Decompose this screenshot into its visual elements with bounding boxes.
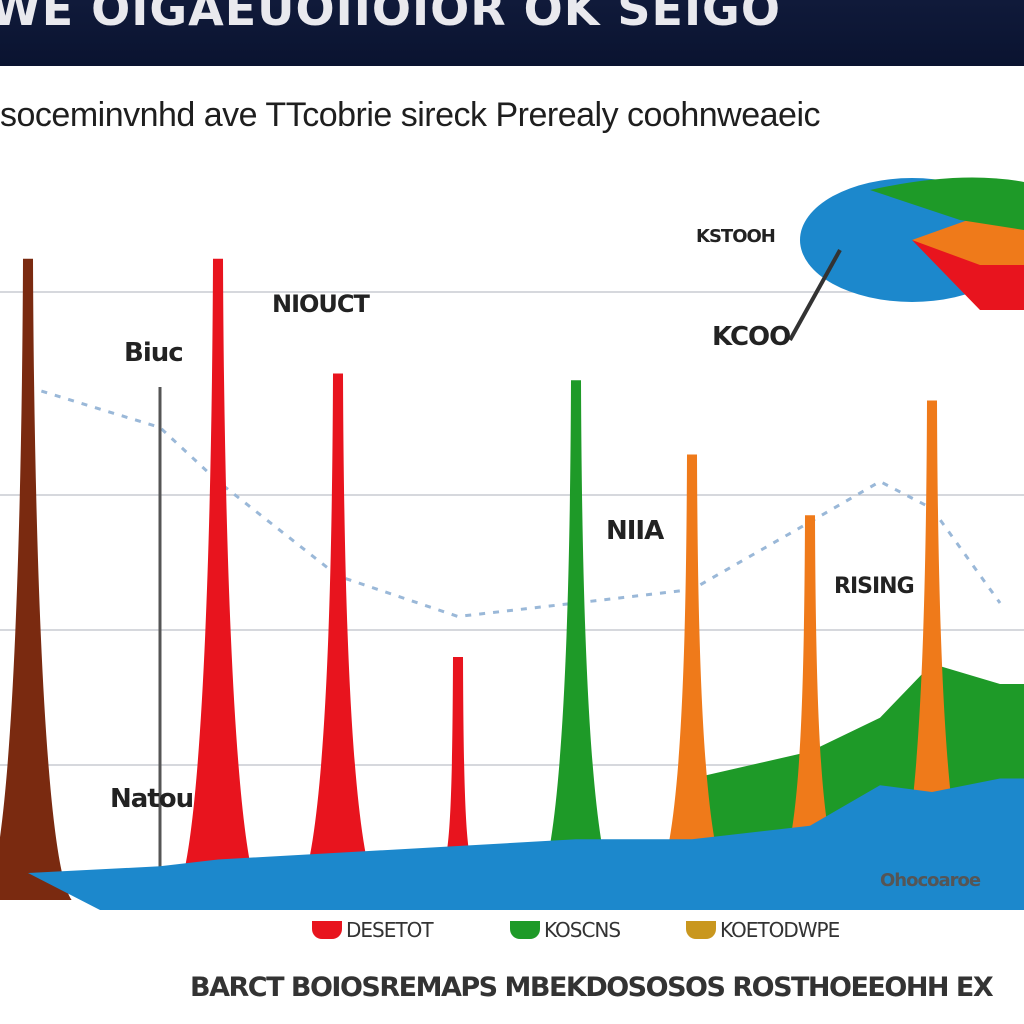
spike-3 [295, 373, 381, 900]
spike-7 [769, 515, 851, 900]
spike-6 [650, 454, 734, 900]
label-rising: RISING [834, 574, 915, 599]
label-kcoo: KCOO [712, 322, 791, 352]
legend-item-2: KOSCNS [510, 918, 621, 942]
spike-1 [0, 258, 72, 900]
spike-8 [890, 400, 974, 900]
legend-item-3: KOETODWPE [686, 918, 840, 942]
spike-2 [174, 258, 262, 900]
trend-line [27, 385, 1002, 619]
chart-subtitle: soceminvnhd ave TTcobrie sireck Prerealy… [0, 96, 821, 134]
chart-legend: DESETOT KOSCNS KOETODWPE [0, 918, 1024, 954]
footer-text: BARCT BOIOSREMAPS MBEKDOSOSOS ROSTHOEEOH… [190, 972, 994, 1003]
legend-item-1: DESETOT [312, 918, 434, 942]
label-ohocoaroe: Ohocoaroe [880, 870, 981, 891]
pie-pointer [788, 249, 842, 341]
top-banner: WE OIGAEUOIIOIOR OK SEIGO [0, 0, 1024, 66]
legend-swatch-3 [686, 921, 716, 939]
spike-5 [533, 380, 619, 900]
label-niouct: NIOUCT [272, 290, 370, 318]
legend-label-1: DESETOT [346, 918, 434, 942]
banner-title: WE OIGAEUOIIOIOR OK SEIGO [0, 0, 781, 36]
label-natou: Natou [110, 784, 194, 814]
pie-slice-green [870, 177, 1024, 230]
label-biuc: Biuc [124, 338, 184, 368]
spike-4 [419, 657, 497, 900]
blue-base-area [28, 778, 1024, 910]
legend-swatch-1 [312, 921, 342, 939]
legend-label-3: KOETODWPE [720, 918, 840, 942]
chart-area [0, 177, 1024, 910]
label-niia: NIIA [606, 516, 664, 546]
legend-label-2: KOSCNS [544, 918, 621, 942]
legend-swatch-2 [510, 921, 540, 939]
label-kstooh: KSTOOH [696, 226, 776, 247]
